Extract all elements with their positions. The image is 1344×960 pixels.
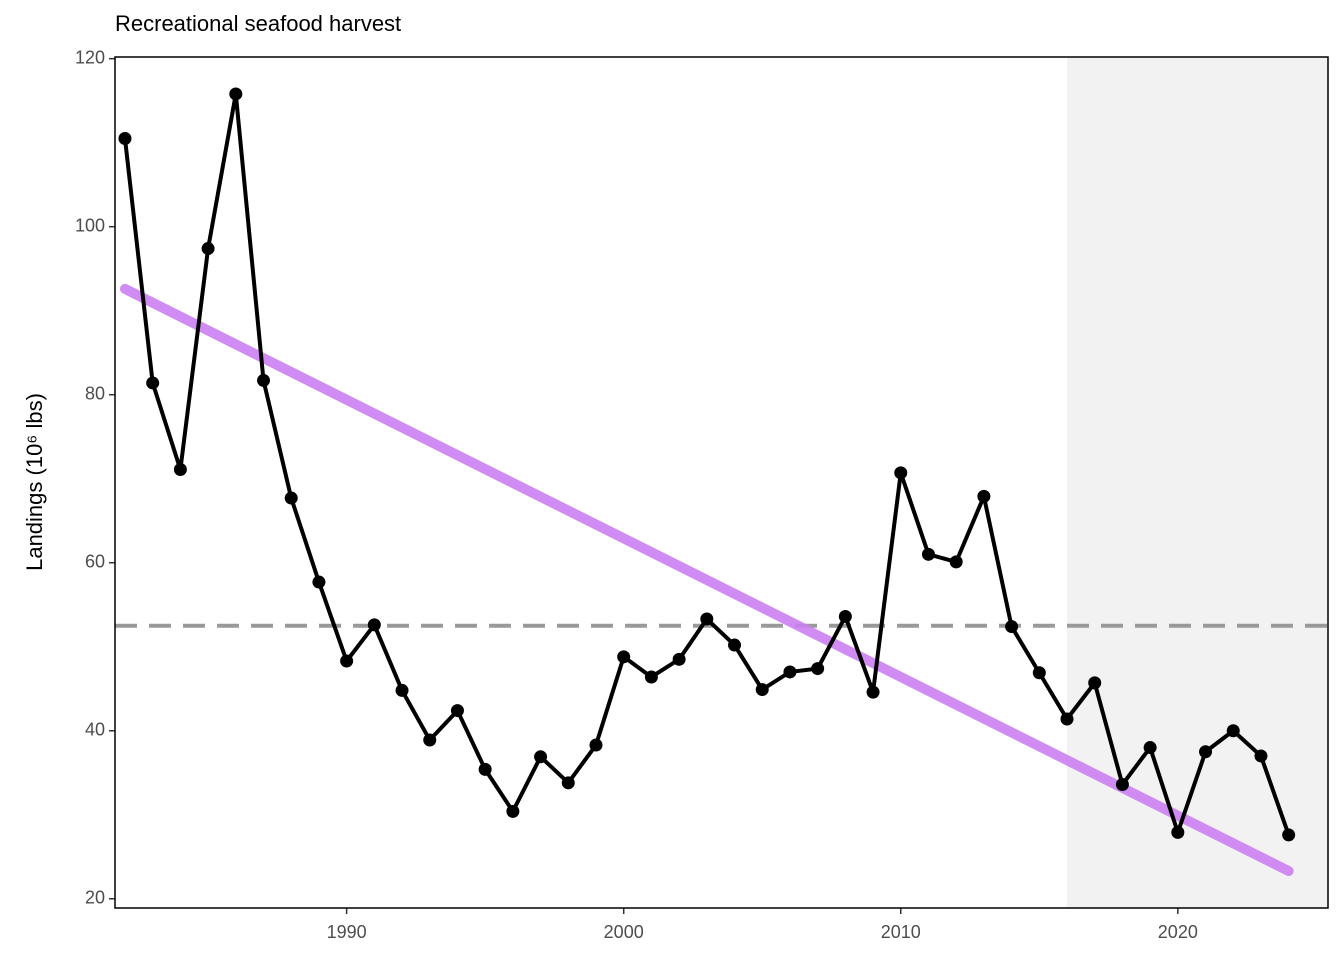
y-axis-title: Landings (10⁶ lbs) [22, 393, 47, 571]
data-point [395, 683, 409, 697]
data-point [506, 804, 520, 818]
data-point [866, 685, 880, 699]
data-point [1143, 741, 1157, 755]
x-tick-label: 1990 [327, 922, 367, 942]
y-tick-label: 40 [85, 719, 105, 739]
data-point [118, 131, 132, 145]
data-point [894, 466, 908, 480]
data-point [1254, 749, 1268, 763]
data-point [755, 683, 769, 697]
shaded-region [1067, 57, 1328, 908]
data-point [450, 704, 464, 718]
x-tick-label: 2020 [1158, 922, 1198, 942]
y-tick-label: 100 [75, 215, 105, 235]
data-point [617, 650, 631, 664]
data-point [921, 547, 935, 561]
data-point [173, 462, 187, 476]
x-tick-label: 2000 [604, 922, 644, 942]
chart-title: Recreational seafood harvest [115, 11, 401, 36]
data-point [257, 373, 271, 387]
data-point [478, 762, 492, 776]
y-tick-label: 120 [75, 47, 105, 67]
data-point [312, 575, 326, 589]
data-point [1032, 666, 1046, 680]
data-point [838, 609, 852, 623]
data-point [1088, 676, 1102, 690]
x-tick-label: 2010 [881, 922, 921, 942]
data-point [644, 670, 658, 684]
data-point [229, 87, 243, 101]
data-point [423, 733, 437, 747]
data-point [589, 738, 603, 752]
y-tick-label: 20 [85, 888, 105, 908]
data-point [1226, 724, 1240, 738]
data-point [1005, 620, 1019, 634]
data-point [1115, 778, 1129, 792]
data-point [700, 612, 714, 626]
data-point [367, 618, 381, 632]
data-point [284, 491, 298, 505]
trend-line [119, 283, 1294, 877]
data-point [811, 662, 825, 676]
data-point [1171, 825, 1185, 839]
data-point [1282, 828, 1296, 842]
data-point [977, 489, 991, 503]
data-point [728, 638, 742, 652]
data-point [1060, 712, 1074, 726]
data-point [672, 652, 686, 666]
y-tick-label: 60 [85, 551, 105, 571]
data-point [1199, 745, 1213, 759]
data-point [561, 776, 575, 790]
plot-border [114, 56, 1329, 909]
data-point [949, 555, 963, 569]
data-point [783, 665, 797, 679]
data-point [340, 654, 354, 668]
data-point [146, 376, 160, 390]
data-point [201, 242, 215, 256]
data-point [534, 750, 548, 764]
y-tick-label: 80 [85, 383, 105, 403]
